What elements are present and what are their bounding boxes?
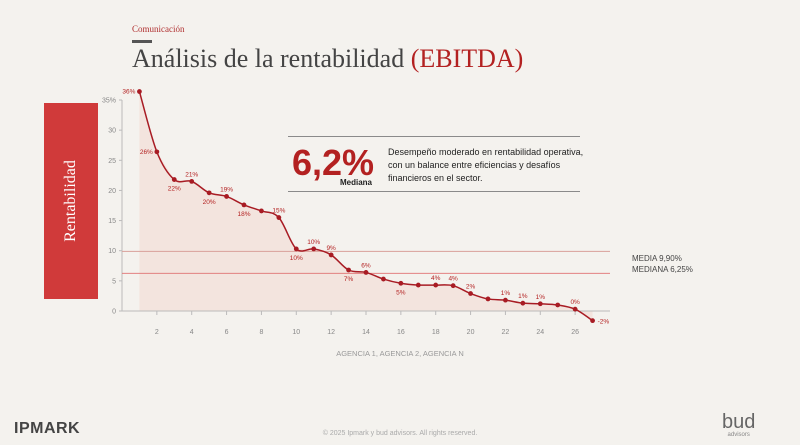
- y-tick-label: 30: [108, 128, 116, 135]
- data-label: 19%: [220, 186, 233, 193]
- x-tick-label: 20: [467, 329, 475, 336]
- data-point: [311, 246, 317, 252]
- data-point: [415, 282, 421, 288]
- x-tick-label: 4: [190, 329, 194, 336]
- data-point: [468, 291, 473, 296]
- data-label: 4%: [448, 276, 458, 283]
- data-label: 4%: [431, 275, 441, 282]
- data-label: 20%: [203, 199, 216, 206]
- data-point: [503, 297, 508, 303]
- x-tick-label: 6: [225, 329, 229, 336]
- y-tick-label: 15: [108, 218, 116, 225]
- section-label: Comunicación: [132, 24, 185, 34]
- callout-sub: Mediana: [340, 178, 373, 187]
- mediana-label: MEDIANA 6,25%: [632, 265, 693, 274]
- data-label: 1%: [536, 294, 546, 301]
- data-label: 26%: [140, 149, 153, 156]
- title-accent: (EBITDA): [410, 44, 524, 73]
- x-tick-label: 24: [536, 329, 544, 336]
- data-label: 21%: [185, 171, 198, 178]
- data-label: 36%: [122, 89, 135, 96]
- data-point: [555, 302, 561, 308]
- data-label: 10%: [290, 255, 303, 262]
- data-label: 15%: [272, 208, 285, 215]
- data-label: 9%: [326, 245, 336, 252]
- y-tick-label: 0: [112, 309, 116, 316]
- callout-bottom-rule: [288, 191, 580, 192]
- data-point: [590, 318, 595, 324]
- data-point: [572, 306, 578, 312]
- x-tick-label: 16: [397, 329, 405, 336]
- data-point: [537, 301, 543, 307]
- x-tick-label: 14: [362, 329, 370, 336]
- title-main: Análisis de la rentabilidad: [132, 44, 411, 73]
- data-label: 6%: [361, 262, 371, 269]
- y-tick-label: 10: [108, 248, 116, 255]
- y-tick-label: 20: [108, 188, 116, 195]
- data-point: [485, 296, 491, 302]
- area-fill: [139, 91, 593, 321]
- data-label: 0%: [570, 299, 580, 306]
- data-label: 1%: [518, 293, 528, 300]
- x-tick-label: 22: [502, 329, 510, 336]
- ipmark-logo: IPMARK: [14, 420, 81, 437]
- data-label: 22%: [168, 186, 181, 193]
- data-label: -2%: [598, 319, 610, 326]
- bud-logo: bud advisors: [722, 412, 755, 438]
- x-tick-label: 2: [155, 329, 159, 336]
- data-point: [224, 194, 229, 199]
- data-point: [520, 300, 526, 306]
- x-tick-label: 18: [432, 329, 440, 336]
- data-point: [398, 280, 404, 286]
- bud-logo-sub: advisors: [727, 432, 750, 438]
- x-axis-label: AGENCIA 1, AGENCIA 2, AGENCIA N: [336, 349, 464, 358]
- data-label: 18%: [237, 211, 250, 218]
- bud-logo-text: bud: [722, 411, 756, 433]
- copyright: © 2025 Ipmark y bud advisors. All rights…: [322, 430, 478, 437]
- data-label: 10%: [307, 239, 320, 246]
- callout-value: 6,2%: [292, 142, 375, 183]
- section-rule: [132, 40, 152, 43]
- data-label: 7%: [344, 276, 354, 283]
- data-point: [381, 276, 386, 282]
- data-point: [206, 190, 212, 196]
- x-tick-label: 12: [327, 329, 335, 336]
- data-point: [154, 149, 160, 155]
- side-label-box: Rentabilidad: [44, 103, 98, 299]
- data-point: [276, 215, 282, 220]
- data-point: [328, 252, 334, 258]
- y-tick-label: 5: [112, 278, 116, 285]
- data-label: 2%: [466, 284, 476, 291]
- data-point: [293, 246, 299, 252]
- data-point: [346, 267, 351, 273]
- data-label: 5%: [396, 289, 406, 296]
- data-point: [259, 208, 264, 214]
- data-point: [189, 178, 195, 184]
- media-label: MEDIA 9,90%: [632, 254, 682, 263]
- data-label: 1%: [501, 290, 511, 297]
- data-point: [171, 177, 177, 182]
- y-tick-label: 35%: [102, 98, 116, 105]
- data-point: [433, 282, 439, 288]
- callout-top-rule: [288, 136, 580, 137]
- data-point: [241, 202, 247, 208]
- data-point: [450, 283, 456, 289]
- x-tick-label: 10: [292, 329, 300, 336]
- data-point: [137, 89, 142, 94]
- x-tick-label: 26: [571, 329, 579, 336]
- x-tick-label: 8: [259, 329, 263, 336]
- data-point: [363, 270, 369, 275]
- y-tick-label: 25: [108, 158, 116, 165]
- page-title: Análisis de la rentabilidad (EBITDA): [132, 44, 523, 74]
- callout-text: Desempeño moderado en rentabilidad opera…: [388, 147, 584, 183]
